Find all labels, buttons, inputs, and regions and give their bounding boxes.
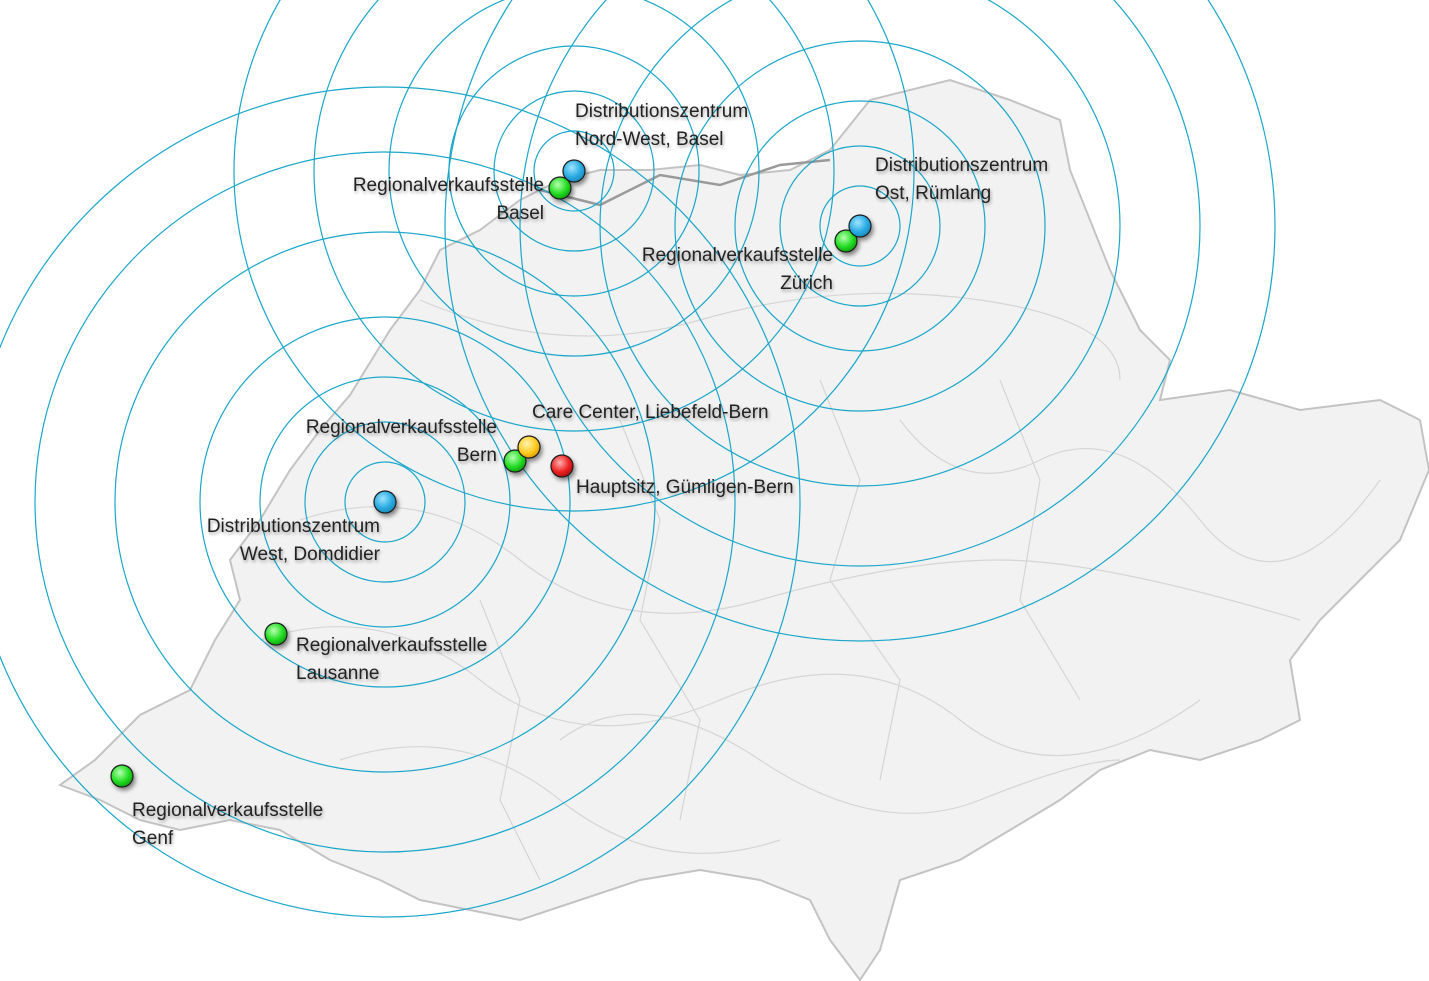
- label-line-2: Genf: [132, 828, 174, 849]
- label-line-2: West, Domdidier: [239, 544, 380, 565]
- label-rv-zuerich: Regionalverkaufsstelle Zürich: [590, 242, 833, 298]
- marker-hq[interactable]: [550, 454, 574, 478]
- label-line-2: Bern: [456, 445, 497, 466]
- label-rv-bern: Regionalverkaufsstelle Bern: [255, 414, 497, 470]
- label-line-2: Ost, Rümlang: [875, 183, 992, 204]
- marker-rv-basel[interactable]: [548, 176, 572, 200]
- label-dz-basel: Distributionszentrum Nord-West, Basel: [575, 98, 748, 154]
- marker-care[interactable]: [517, 435, 541, 459]
- label-rv-genf: Regionalverkaufsstelle Genf: [132, 797, 323, 853]
- marker-rv-lausanne[interactable]: [264, 622, 288, 646]
- label-line-1: Regionalverkaufsstelle: [296, 635, 488, 656]
- label-line-2: Nord-West, Basel: [575, 129, 724, 150]
- label-line-2: Zürich: [780, 273, 833, 294]
- label-dz-west: Distributionszentrum West, Domdidier: [140, 513, 380, 569]
- marker-dz-ost[interactable]: [848, 214, 872, 238]
- country-outline: [57, 78, 1429, 981]
- label-line-1: Regionalverkaufsstelle: [641, 245, 833, 266]
- label-line-1: Distributionszentrum: [875, 155, 1049, 176]
- marker-dz-basel[interactable]: [562, 159, 586, 183]
- label-line-1: Regionalverkaufsstelle: [352, 175, 544, 196]
- marker-dz-west[interactable]: [373, 490, 397, 514]
- distance-rings: [0, 0, 1276, 918]
- marker-rv-genf[interactable]: [110, 764, 134, 788]
- label-line-1: Distributionszentrum: [206, 516, 380, 537]
- label-line-1: Care Center, Liebefeld-Bern: [532, 402, 769, 423]
- label-hq: Hauptsitz, Gümligen-Bern: [576, 474, 794, 502]
- label-care: Care Center, Liebefeld-Bern: [532, 399, 769, 427]
- label-line-2: Lausanne: [296, 663, 380, 684]
- marker-rv-zuerich[interactable]: [834, 229, 858, 253]
- marker-rv-bern[interactable]: [503, 449, 527, 473]
- label-rv-basel: Regionalverkaufsstelle Basel: [300, 172, 544, 228]
- label-dz-ost: Distributionszentrum Ost, Rümlang: [875, 152, 1048, 208]
- label-line-1: Regionalverkaufsstelle: [305, 417, 497, 438]
- label-line-1: Distributionszentrum: [575, 101, 749, 122]
- label-line-1: Regionalverkaufsstelle: [132, 800, 324, 821]
- label-line-2: Basel: [496, 203, 544, 224]
- label-rv-lausanne: Regionalverkaufsstelle Lausanne: [296, 632, 487, 688]
- label-line-1: Hauptsitz, Gümligen-Bern: [576, 477, 794, 498]
